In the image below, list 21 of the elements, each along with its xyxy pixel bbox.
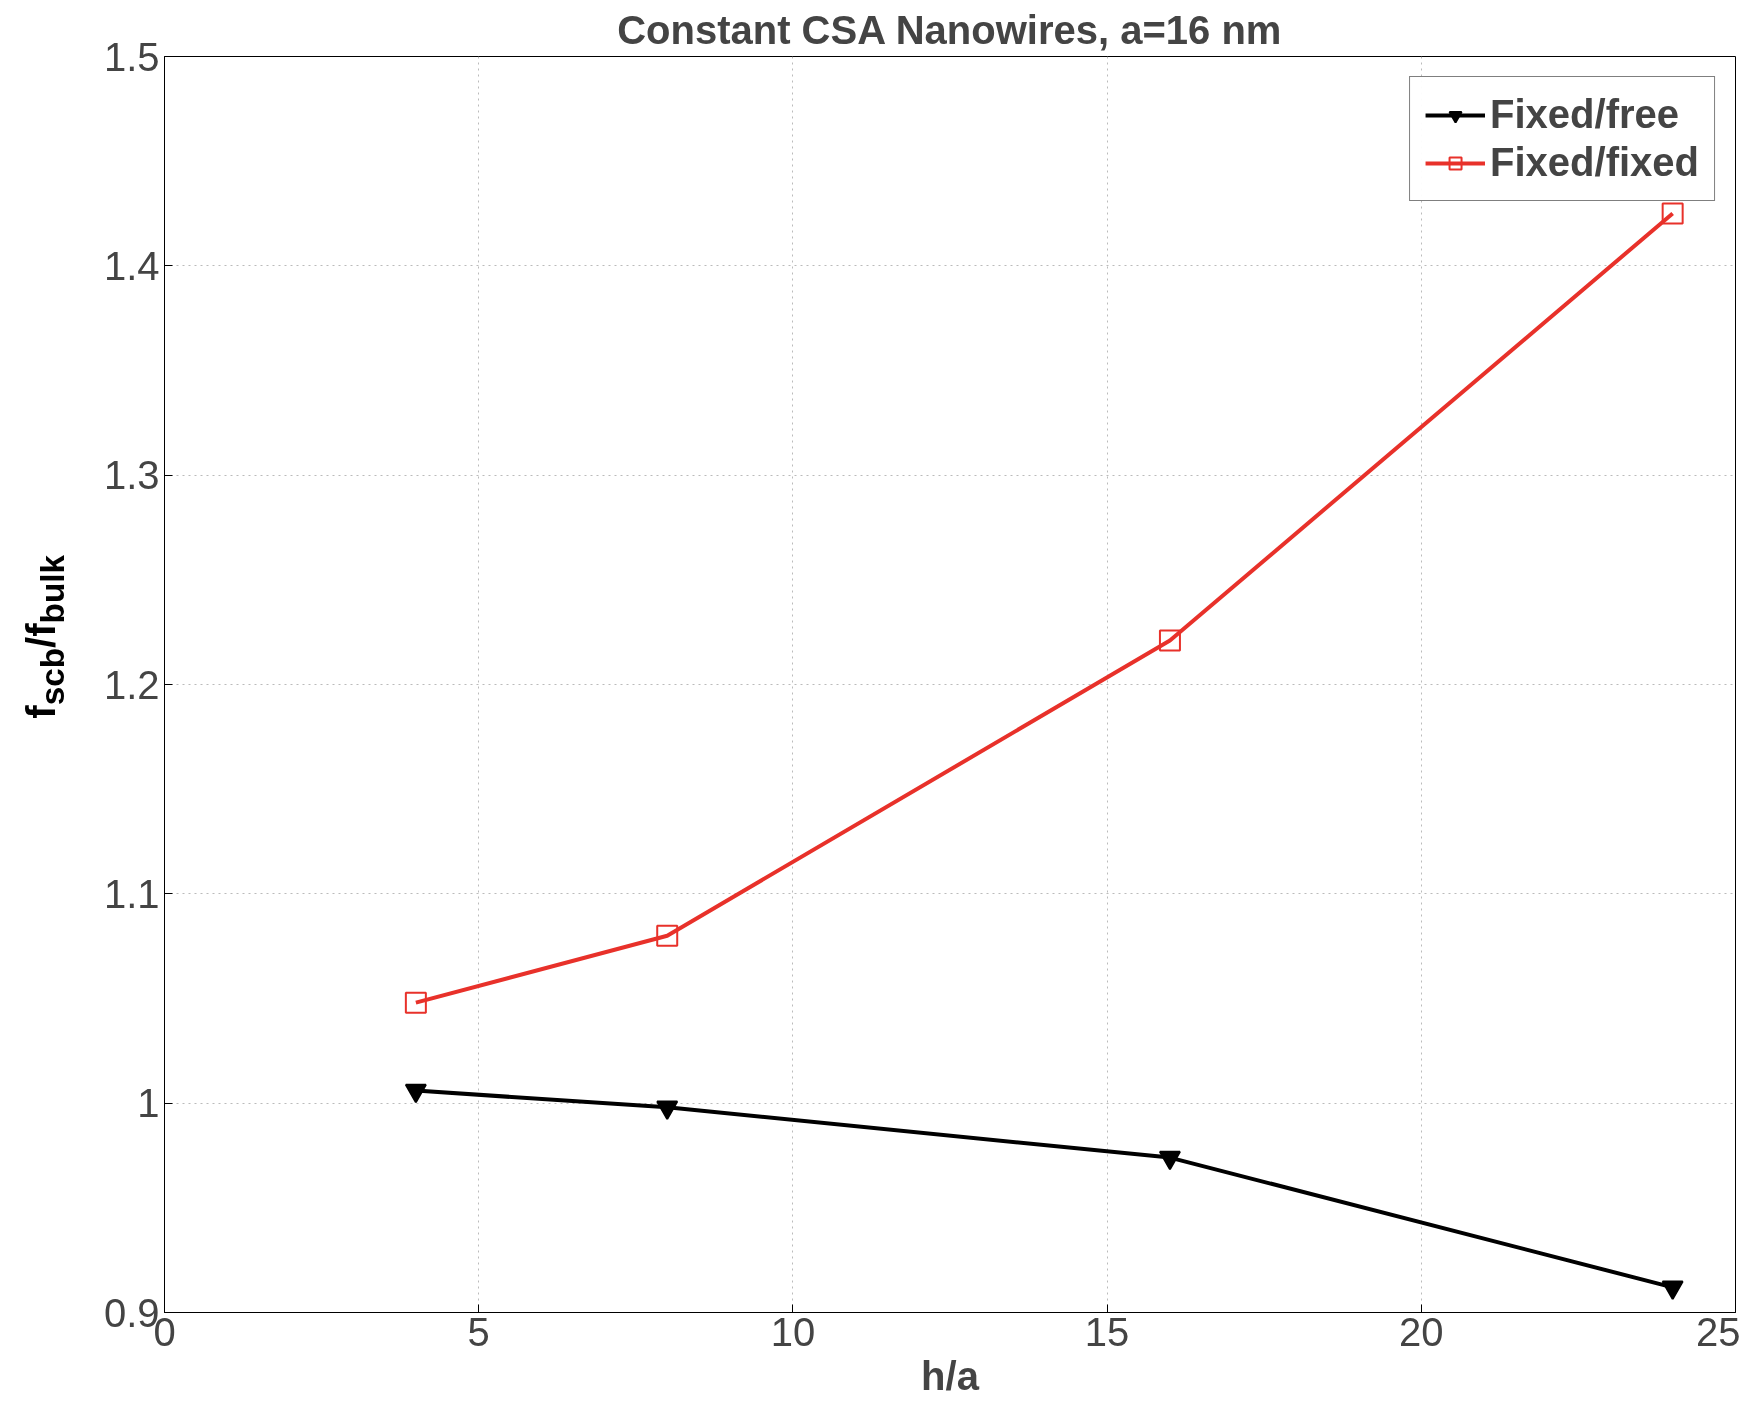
y-tick-label: 1.1: [103, 871, 160, 916]
x-tick-label: 5: [467, 1309, 490, 1354]
x-tick-label: 10: [770, 1309, 816, 1354]
y-tick-label: 1.3: [103, 453, 160, 498]
legend-label: Fixed/fixed: [1490, 140, 1699, 185]
chart-title: Constant CSA Nanowires, a=16 nm: [617, 7, 1282, 52]
point: [1158, 1150, 1181, 1171]
x-tick-label: 15: [1084, 1309, 1130, 1354]
x-axis-title: h/a: [921, 1353, 980, 1398]
y-tick-label: 1.4: [103, 243, 160, 288]
point: [1661, 202, 1684, 225]
point: [656, 1100, 679, 1120]
x-tick-label: 25: [1696, 1309, 1741, 1354]
legend-label: Fixed/free: [1490, 92, 1680, 137]
y-tick-label: 1: [137, 1081, 160, 1126]
point: [1661, 1280, 1684, 1300]
point: [1158, 629, 1181, 652]
y-tick-label: 1.2: [103, 662, 160, 707]
point: [404, 1083, 427, 1104]
x-tick-label: 20: [1399, 1309, 1444, 1354]
y-tick-label: 1.5: [103, 34, 160, 79]
